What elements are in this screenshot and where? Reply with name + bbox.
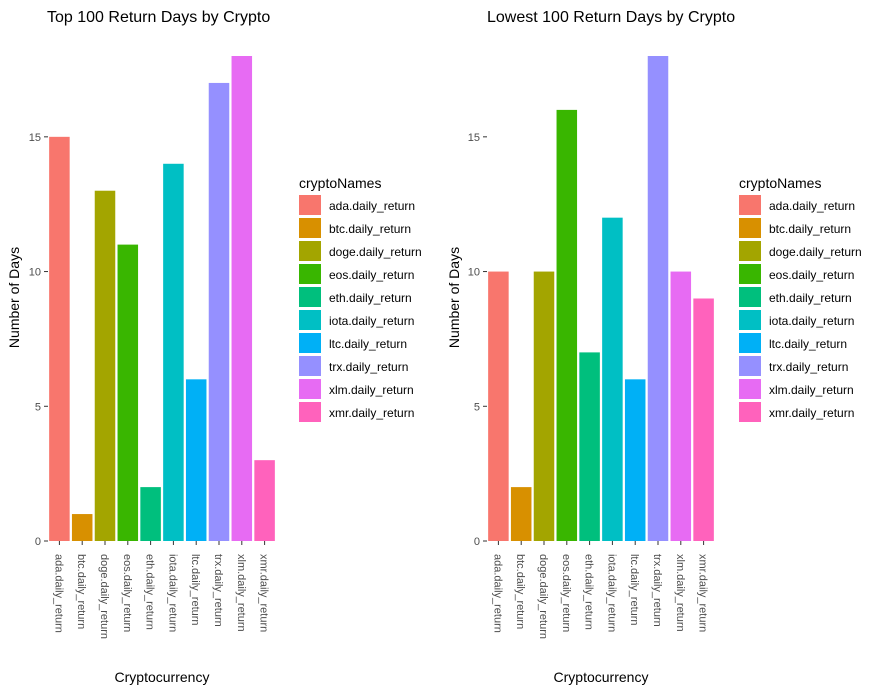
panel1-legend-swatch [299,287,321,307]
panel1-legend-label: doge.daily_return [329,245,422,259]
panel1-legend-label: trx.daily_return [329,360,408,374]
panel2-legend-swatch [739,333,761,353]
panel1-legend-label: xlm.daily_return [329,383,414,397]
panel2-legend-label: ada.daily_return [769,199,855,213]
panel1-legend-label: btc.daily_return [329,222,411,236]
panel1-legend-swatch [299,195,321,215]
panel1-legend-swatch [299,264,321,284]
panel1-legend-label: eth.daily_return [329,291,412,305]
panel2-x-tick-label: iota.daily_return [605,554,617,632]
panel1-legend-swatch [299,310,321,330]
panel1-x-tick-label: trx.daily_return [212,554,224,627]
panel1-y-tick-label: 15 [29,132,41,144]
panel2-x-tick-label: xlm.daily_return [674,554,686,632]
panel2-legend-label: eth.daily_return [769,291,852,305]
panel2-legend-label: doge.daily_return [769,245,862,259]
panel2-bar-ltc [624,379,646,541]
panel1-legend-swatch [299,333,321,353]
panel2-legend-swatch [739,379,761,399]
panel2-legend-swatch [739,287,761,307]
panel2-legend-label: eos.daily_return [769,268,854,282]
panel1-bar-doge [94,190,116,541]
panel2-x-axis-title: Cryptocurrency [554,669,649,685]
panel2-y-tick-label: 15 [468,132,480,144]
panel2-legend-swatch [739,402,761,422]
panel2-legend-label: btc.daily_return [769,222,851,236]
panel2-bar-doge [533,271,555,541]
panel1-chart-title: Top 100 Return Days by Crypto [47,9,270,26]
panel2-x-tick-label: btc.daily_return [514,554,526,629]
panel1-legend-label: eos.daily_return [329,268,414,282]
panel2-x-tick-label: doge.daily_return [537,554,549,639]
panel1-legend-swatch [299,356,321,376]
panel1-x-tick-label: iota.daily_return [166,554,178,632]
panel2-legend-label: ltc.daily_return [769,337,847,351]
panel1-bar-eth [140,487,161,541]
panel1-legend-label: xmr.daily_return [329,406,414,420]
panel1-bar-trx [208,82,230,541]
panel2-legend-label: xlm.daily_return [769,383,854,397]
panel2-legend-swatch [739,356,761,376]
panel2-x-tick-label: ltc.daily_return [628,554,640,626]
panel2-bar-xmr [693,298,714,541]
panel1-x-tick-label: btc.daily_return [75,554,87,629]
panel1-x-tick-label: doge.daily_return [98,554,110,639]
panel2-legend-swatch [739,195,761,215]
panel1-x-tick-label: eos.daily_return [121,554,133,632]
panel2-x-tick-label: eos.daily_return [560,554,572,632]
panel1-x-tick-label: xlm.daily_return [235,554,247,632]
panel1-y-axis-title: Number of Days [6,247,22,348]
panel1-x-axis-title: Cryptocurrency [115,669,210,685]
panel2-x-tick-label: xmr.daily_return [697,554,709,632]
panel2-legend-swatch [739,218,761,238]
panel2-legend-swatch [739,264,761,284]
panel2-legend-label: xmr.daily_return [769,406,854,420]
panel2-x-tick-label: trx.daily_return [651,554,663,627]
panel2-legend-title: cryptoNames [739,175,821,191]
panel1-x-tick-label: ada.daily_return [52,554,64,633]
panel1-legend-swatch [299,241,321,261]
panel1-legend-swatch [299,379,321,399]
panel1-x-tick-label: xmr.daily_return [258,554,270,632]
panel2-y-tick-label: 0 [474,536,480,548]
panel1-legend-swatch [299,402,321,422]
panel2-bar-eos [556,109,578,541]
panel2-chart-title: Lowest 100 Return Days by Crypto [487,9,735,26]
panel2-legend-label: iota.daily_return [769,314,854,328]
panel2-x-tick-label: ada.daily_return [491,554,503,633]
panel1-legend-label: ltc.daily_return [329,337,407,351]
panel2-bar-eth [579,352,600,541]
panel1-y-tick-label: 10 [29,267,41,279]
panel2-y-axis-title: Number of Days [446,247,462,348]
panel2-bar-ada [488,271,509,541]
panel1-legend-title: cryptoNames [299,175,381,191]
panel1-legend-swatch [299,218,321,238]
panel1-y-tick-label: 0 [35,536,41,548]
panel2-y-tick-label: 10 [468,267,480,279]
panel1-bar-btc [71,514,93,541]
panel2-bar-btc [510,487,532,541]
panel2-bar-trx [647,56,669,541]
panel2-legend-label: trx.daily_return [769,360,848,374]
panel1-bar-xlm [231,56,253,541]
panel2-x-tick-label: eth.daily_return [583,554,595,630]
panel2-y-tick-label: 5 [474,401,480,413]
panel1-legend-label: iota.daily_return [329,314,414,328]
panel2-bar-iota [602,217,623,542]
panel1-y-tick-label: 5 [35,401,41,413]
panel2-bar-xlm [670,271,692,541]
panel2-legend-swatch [739,241,761,261]
panel2-legend-swatch [739,310,761,330]
panel1-bar-xmr [254,460,275,541]
panel1-x-tick-label: eth.daily_return [144,554,156,630]
panel1-x-tick-label: ltc.daily_return [189,554,201,626]
panel1-legend-label: ada.daily_return [329,199,415,213]
panel1-bar-ada [49,136,70,541]
panel1-bar-iota [163,163,184,541]
panel1-bar-ltc [185,379,207,541]
panel1-bar-eos [117,244,139,542]
